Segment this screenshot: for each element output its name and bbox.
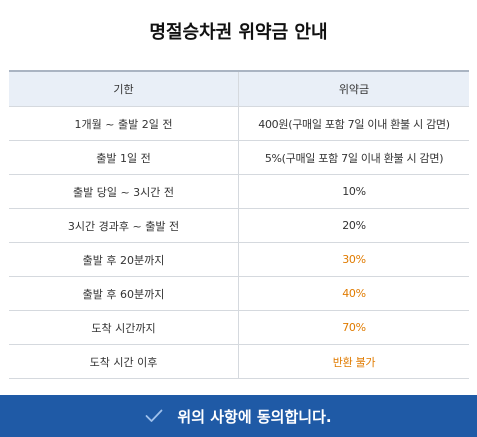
table-row: 1개월 ~ 출발 2일 전 400원(구매일 포함 7일 이내 환불 시 감면) xyxy=(9,106,469,141)
fee-cell: 70% xyxy=(238,310,469,345)
fee-cell: 40% xyxy=(238,276,469,311)
table-row: 도착 시간 이후 반환 불가 xyxy=(9,344,469,379)
period-cell: 출발 후 60분까지 xyxy=(9,276,239,311)
period-cell: 출발 후 20분까지 xyxy=(9,242,239,277)
table-row: 출발 1일 전 5%(구매일 포함 7일 이내 환불 시 감면) xyxy=(9,140,469,175)
fee-cell: 5%(구매일 포함 7일 이내 환불 시 감면) xyxy=(238,140,469,175)
table-row: 도착 시간까지 70% xyxy=(9,310,469,345)
period-cell: 1개월 ~ 출발 2일 전 xyxy=(9,106,239,141)
fee-cell: 반환 불가 xyxy=(238,344,469,379)
table-header-row: 기한 위약금 xyxy=(9,70,469,107)
fee-cell: 400원(구매일 포함 7일 이내 환불 시 감면) xyxy=(238,106,469,141)
period-cell: 출발 당일 ~ 3시간 전 xyxy=(9,174,239,209)
period-cell: 3시간 경과후 ~ 출발 전 xyxy=(9,208,239,243)
period-cell: 도착 시간까지 xyxy=(9,310,239,345)
table-row: 3시간 경과후 ~ 출발 전 20% xyxy=(9,208,469,243)
period-cell: 도착 시간 이후 xyxy=(9,344,239,379)
fee-cell: 30% xyxy=(238,242,469,277)
table-row: 출발 후 20분까지 30% xyxy=(9,242,469,277)
page-title: 명절승차권 위약금 안내 xyxy=(149,22,328,43)
penalty-table: 기한 위약금 1개월 ~ 출발 2일 전 400원(구매일 포함 7일 이내 환불… xyxy=(9,70,469,379)
check-icon xyxy=(146,409,163,422)
header-period: 기한 xyxy=(9,70,239,107)
agree-button-label: 위의 사항에 동의합니다. xyxy=(177,407,332,426)
period-cell: 출발 1일 전 xyxy=(9,140,239,175)
fee-cell: 20% xyxy=(238,208,469,243)
table-row: 출발 후 60분까지 40% xyxy=(9,276,469,311)
table-row: 출발 당일 ~ 3시간 전 10% xyxy=(9,174,469,209)
table-body: 1개월 ~ 출발 2일 전 400원(구매일 포함 7일 이내 환불 시 감면) 출… xyxy=(9,106,469,379)
fee-cell: 10% xyxy=(238,174,469,209)
agree-button[interactable]: 위의 사항에 동의합니다. xyxy=(0,395,477,437)
header-fee: 위약금 xyxy=(238,70,469,107)
